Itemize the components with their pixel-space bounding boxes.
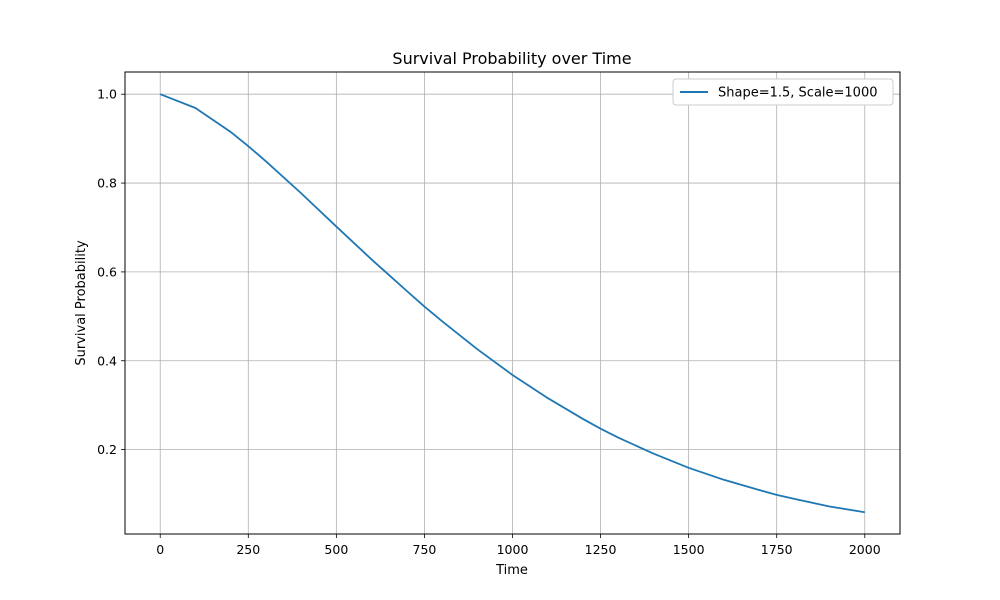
x-tick-label: 2000 bbox=[849, 542, 881, 557]
series-line bbox=[159, 93, 865, 514]
x-axis-label: Time bbox=[495, 563, 528, 578]
chart-title: Survival Probability over Time bbox=[392, 49, 631, 68]
x-tick-label: 1750 bbox=[761, 542, 793, 557]
y-axis: 0.2 0.4 0.6 0.8 1.0 bbox=[97, 87, 125, 457]
y-axis-label: Survival Probability bbox=[74, 240, 89, 366]
y-tick-label: 0.2 bbox=[97, 442, 117, 457]
series-group bbox=[159, 93, 865, 514]
legend-box bbox=[672, 78, 894, 106]
x-tick-label: 500 bbox=[324, 542, 348, 557]
legend: Shape=1.5, Scale=1000 bbox=[672, 78, 894, 106]
x-tick-label: 1000 bbox=[497, 542, 529, 557]
x-tick-label: 0 bbox=[156, 542, 164, 557]
y-tick-label: 0.6 bbox=[97, 264, 117, 279]
y-tick-label: 0.4 bbox=[97, 353, 117, 368]
y-tick-label: 1.0 bbox=[97, 87, 117, 102]
legend-label: Shape=1.5, Scale=1000 bbox=[718, 86, 878, 101]
y-tick-label: 0.8 bbox=[97, 176, 117, 191]
x-axis: 0 250 500 750 1000 1250 1500 1750 2000 bbox=[156, 534, 881, 557]
x-tick-label: 1250 bbox=[585, 542, 617, 557]
x-tick-label: 250 bbox=[236, 542, 260, 557]
x-tick-label: 750 bbox=[413, 542, 437, 557]
x-tick-label: 1500 bbox=[673, 542, 705, 557]
